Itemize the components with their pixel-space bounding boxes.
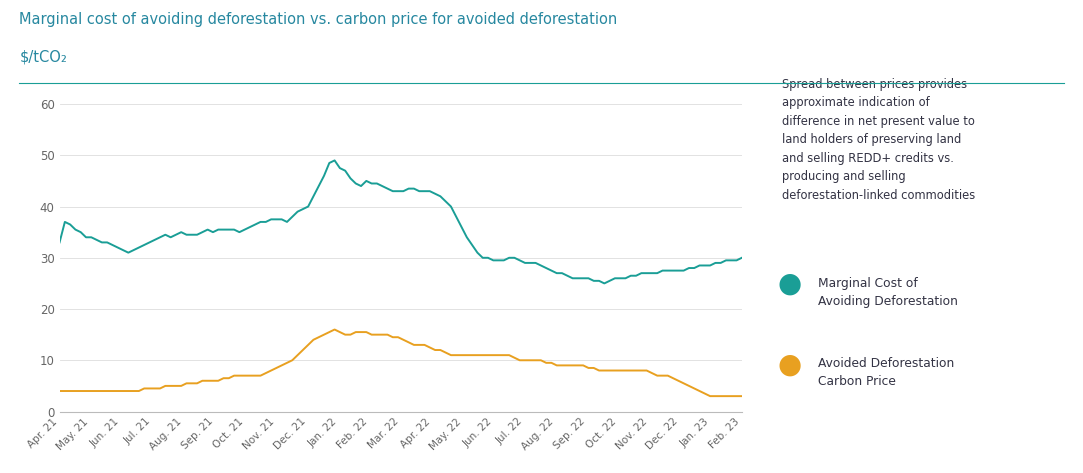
Text: Marginal cost of avoiding deforestation vs. carbon price for avoided deforestati: Marginal cost of avoiding deforestation … [19,12,617,27]
Text: ●: ● [778,270,801,298]
Text: $/tCO₂: $/tCO₂ [19,50,67,65]
Text: ●: ● [778,350,801,378]
Text: Marginal Cost of
Avoiding Deforestation: Marginal Cost of Avoiding Deforestation [818,277,957,308]
Text: Avoided Deforestation
Carbon Price: Avoided Deforestation Carbon Price [818,357,954,388]
Text: Spread between prices provides
approximate indication of
difference in net prese: Spread between prices provides approxima… [782,78,975,202]
